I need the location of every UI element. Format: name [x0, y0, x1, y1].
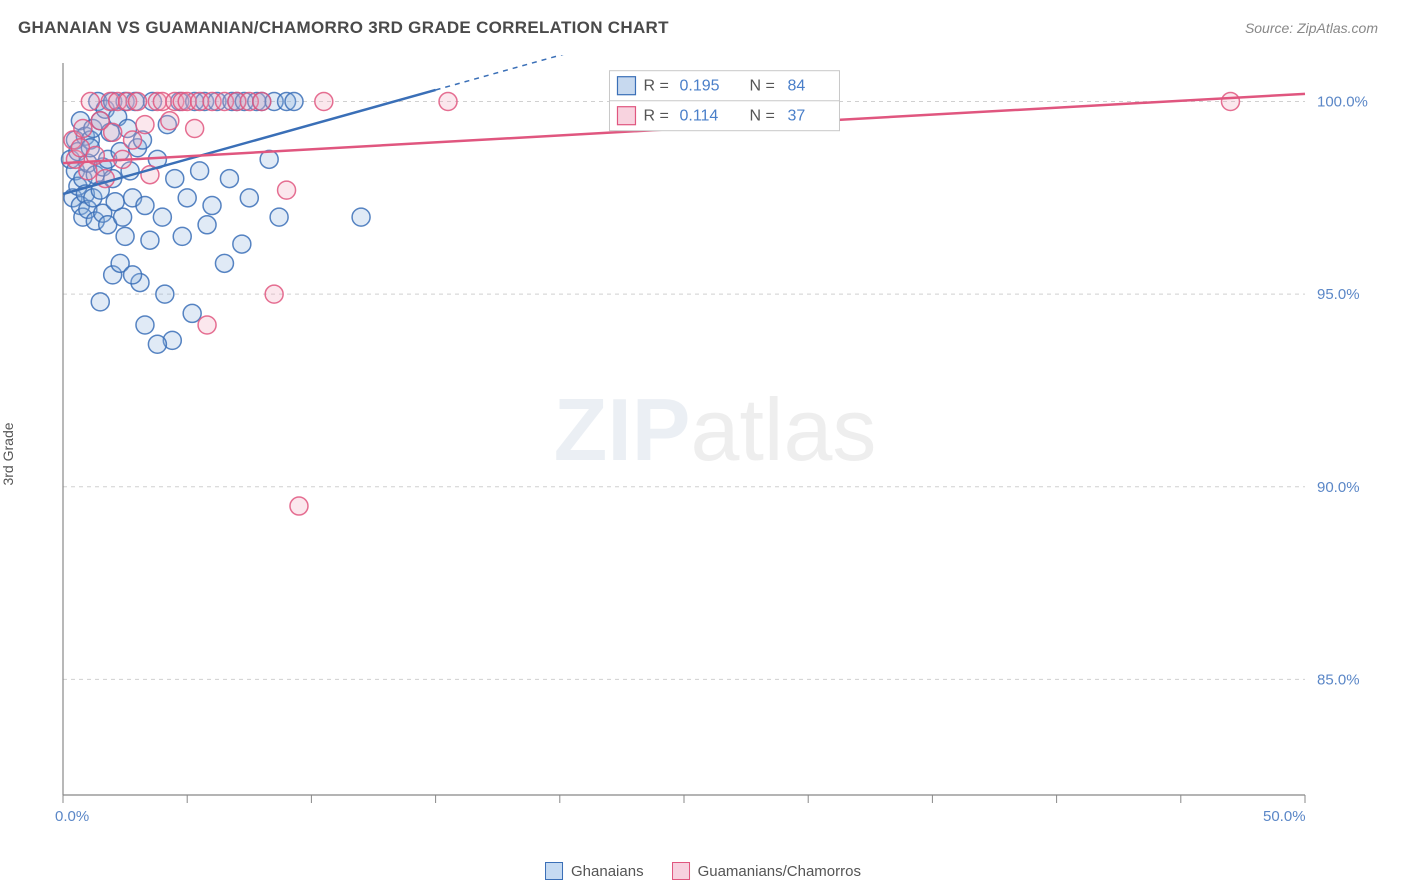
legend-label-guamanians: Guamanians/Chamorros	[698, 863, 861, 880]
legend-item-ghanaians: Ghanaians	[545, 862, 644, 880]
scatter-plot-svg: 85.0% 90.0% 95.0% 100.0% 0.0% 50.0% ZIPatlas R …	[55, 55, 1375, 825]
svg-text:95.0%: 95.0%	[1317, 286, 1360, 303]
plot-area: 85.0% 90.0% 95.0% 100.0% 0.0% 50.0% ZIPatlas R …	[55, 55, 1375, 825]
svg-text:84: 84	[787, 78, 805, 95]
svg-text:N =: N =	[749, 78, 774, 95]
svg-text:N =: N =	[749, 108, 774, 125]
legend-swatch-guamanians	[672, 862, 690, 880]
svg-text:0.114: 0.114	[679, 108, 718, 125]
chart-title: GHANAIAN VS GUAMANIAN/CHAMORRO 3RD GRADE…	[18, 18, 669, 38]
svg-text:R =: R =	[643, 78, 668, 95]
svg-text:100.0%: 100.0%	[1317, 94, 1368, 111]
legend-swatch-ghanaians	[545, 862, 563, 880]
svg-text:90.0%: 90.0%	[1317, 479, 1360, 496]
svg-text:85.0%: 85.0%	[1317, 671, 1360, 688]
svg-text:0.195: 0.195	[679, 78, 719, 95]
svg-text:ZIPatlas: ZIPatlas	[554, 380, 877, 479]
legend-item-guamanians: Guamanians/Chamorros	[672, 862, 861, 880]
svg-text:37: 37	[787, 108, 805, 125]
source-attribution: Source: ZipAtlas.com	[1245, 20, 1378, 36]
y-axis-label: 3rd Grade	[0, 422, 16, 485]
legend-label-ghanaians: Ghanaians	[571, 863, 644, 880]
svg-text:0.0%: 0.0%	[55, 808, 89, 825]
legend: Ghanaians Guamanians/Chamorros	[545, 862, 861, 880]
chart-container: GHANAIAN VS GUAMANIAN/CHAMORRO 3RD GRADE…	[0, 0, 1406, 892]
svg-text:50.0%: 50.0%	[1263, 808, 1306, 825]
svg-text:R =: R =	[643, 108, 668, 125]
